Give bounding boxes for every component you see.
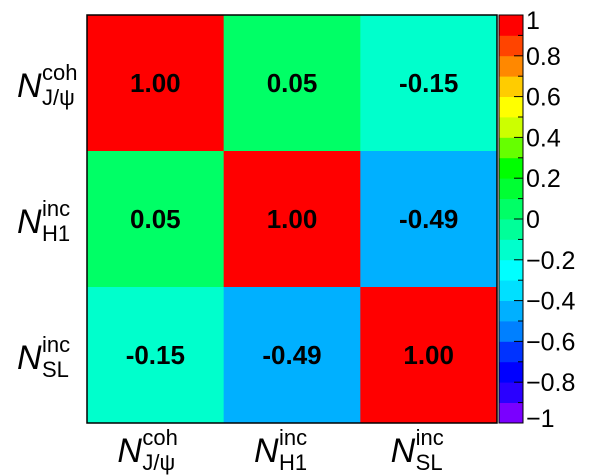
colorbar-tick-label-8: −0.6 xyxy=(526,328,575,356)
cell-value-r2-c1: -0.49 xyxy=(262,340,321,370)
y-label-main-1: N xyxy=(17,203,42,241)
colorbar-bin-15 xyxy=(499,96,523,118)
cell-value-r1-c1: 1.00 xyxy=(267,204,318,234)
colorbar-bin-9 xyxy=(499,219,523,240)
heatmap-cell-r2-c1 xyxy=(223,287,361,424)
colorbar-bin-18 xyxy=(499,35,523,57)
colorbar-bin-17 xyxy=(499,55,523,77)
colorbar-tick-label-7: −0.4 xyxy=(526,288,575,316)
colorbar-bin-2 xyxy=(499,361,523,383)
y-label-sup-1: inc xyxy=(42,196,70,221)
x-label-sub-2: SL xyxy=(416,450,443,475)
colorbar-bin-5 xyxy=(499,300,523,322)
cell-value-r0-c0: 1.00 xyxy=(130,68,181,98)
colorbar-bin-12 xyxy=(499,157,523,179)
colorbar-bin-6 xyxy=(499,280,523,301)
colorbar-tick-label-0: 1 xyxy=(526,7,540,35)
heatmap-cell-r0-c1 xyxy=(223,15,361,152)
colorbar-tick-label-4: 0.2 xyxy=(526,165,561,193)
colorbar-bin-19 xyxy=(499,15,523,36)
x-label-sub-1: H1 xyxy=(279,450,307,475)
y-label-sub-1: H1 xyxy=(42,221,70,246)
colorbar xyxy=(498,14,524,424)
x-label-sup-1: inc xyxy=(279,425,307,450)
colorbar-bin-10 xyxy=(499,198,523,220)
colorbar-tick-label-5: 0 xyxy=(526,206,540,234)
heatmap-cell-r1-c0 xyxy=(87,151,225,288)
cell-value-r1-c0: 0.05 xyxy=(130,204,181,234)
colorbar-bin-7 xyxy=(499,259,523,281)
cell-value-r0-c1: 0.05 xyxy=(267,68,318,98)
cell-value-r2-c2: 1.00 xyxy=(403,340,454,370)
plot-frame xyxy=(86,14,498,424)
colorbar-bin-16 xyxy=(499,76,523,97)
heatmap-cell-labels: 1.00 0.05 -0.15 0.05 1.00 -0.49 -0.15 -0.49 1.00 xyxy=(126,68,459,370)
colorbar-bin-11 xyxy=(499,178,523,199)
cell-value-r2-c0: -0.15 xyxy=(126,340,185,370)
cell-value-r0-c2: -0.15 xyxy=(399,68,458,98)
colorbar-tick-label-10: −1 xyxy=(526,405,555,433)
x-label-main-2: N xyxy=(391,432,416,470)
x-label-sub-0: J/ψ xyxy=(142,450,175,475)
colorbar-tick-label-1: 0.8 xyxy=(526,43,561,71)
y-label-sup-0: coh xyxy=(42,60,77,85)
heatmap-cell-r2-c2 xyxy=(360,287,498,424)
x-label-main-1: N xyxy=(254,432,279,470)
y-label-main-2: N xyxy=(17,339,42,377)
colorbar-bin-8 xyxy=(499,239,523,261)
colorbar-bin-13 xyxy=(499,137,523,159)
x-label-sup-0: coh xyxy=(142,425,177,450)
heatmap-cells xyxy=(87,15,498,424)
colorbar-bin-1 xyxy=(499,382,523,403)
x-label-main-0: N xyxy=(117,432,142,470)
heatmap-cell-r2-c0 xyxy=(87,287,225,424)
colorbar-ticks: 1 0.8 0.6 0.4 0.2 0 −0.2 −0.4 −0.6 −0.8 −1 xyxy=(514,7,575,433)
y-label-main-0: N xyxy=(17,67,42,105)
colorbar-bin-0 xyxy=(499,402,523,424)
colorbar-tick-label-2: 0.6 xyxy=(526,84,561,112)
heatmap-cell-r1-c1 xyxy=(223,151,361,288)
colorbar-bin-3 xyxy=(499,341,523,363)
colorbar-tick-label-3: 0.4 xyxy=(526,124,561,152)
colorbar-bin-14 xyxy=(499,117,523,138)
y-label-sup-2: inc xyxy=(42,332,70,357)
colorbar-tick-label-9: −0.8 xyxy=(526,369,575,397)
y-label-sub-0: J/ψ xyxy=(42,85,75,110)
y-label-sub-2: SL xyxy=(42,357,69,382)
heatmap-cell-r1-c2 xyxy=(360,151,498,288)
cell-value-r1-c2: -0.49 xyxy=(399,204,458,234)
colorbar-tick-label-6: −0.2 xyxy=(526,247,575,275)
x-label-sup-2: inc xyxy=(416,425,444,450)
heatmap-cell-r0-c2 xyxy=(360,15,498,152)
colorbar-bin-4 xyxy=(499,321,523,342)
heatmap-cell-r0-c0 xyxy=(87,15,225,152)
